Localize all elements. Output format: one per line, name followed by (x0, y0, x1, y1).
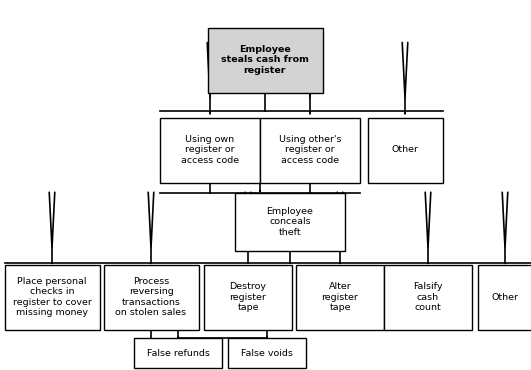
Text: Alter
register
tape: Alter register tape (322, 282, 358, 312)
Text: Other: Other (492, 293, 518, 302)
Text: Employee
conceals
theft: Employee conceals theft (267, 207, 313, 237)
FancyBboxPatch shape (384, 265, 472, 330)
FancyBboxPatch shape (260, 118, 360, 182)
Text: Process
reversing
transactions
on stolen sales: Process reversing transactions on stolen… (115, 277, 186, 317)
FancyBboxPatch shape (134, 338, 222, 368)
FancyBboxPatch shape (104, 265, 199, 330)
FancyBboxPatch shape (235, 193, 345, 251)
Text: Destroy
register
tape: Destroy register tape (229, 282, 267, 312)
Text: Other: Other (391, 145, 418, 155)
Text: False refunds: False refunds (147, 349, 209, 357)
FancyBboxPatch shape (4, 265, 99, 330)
FancyBboxPatch shape (204, 265, 292, 330)
FancyBboxPatch shape (296, 265, 384, 330)
Text: False voids: False voids (241, 349, 293, 357)
Text: Using other's
register or
access code: Using other's register or access code (279, 135, 341, 165)
Text: Employee
steals cash from
register: Employee steals cash from register (221, 45, 309, 75)
Text: Falsify
cash
count: Falsify cash count (413, 282, 443, 312)
Text: Place personal
checks in
register to cover
missing money: Place personal checks in register to cov… (13, 277, 91, 317)
FancyBboxPatch shape (208, 27, 322, 92)
Text: Using own
register or
access code: Using own register or access code (181, 135, 239, 165)
FancyBboxPatch shape (477, 265, 531, 330)
FancyBboxPatch shape (367, 118, 442, 182)
FancyBboxPatch shape (160, 118, 260, 182)
FancyBboxPatch shape (228, 338, 306, 368)
